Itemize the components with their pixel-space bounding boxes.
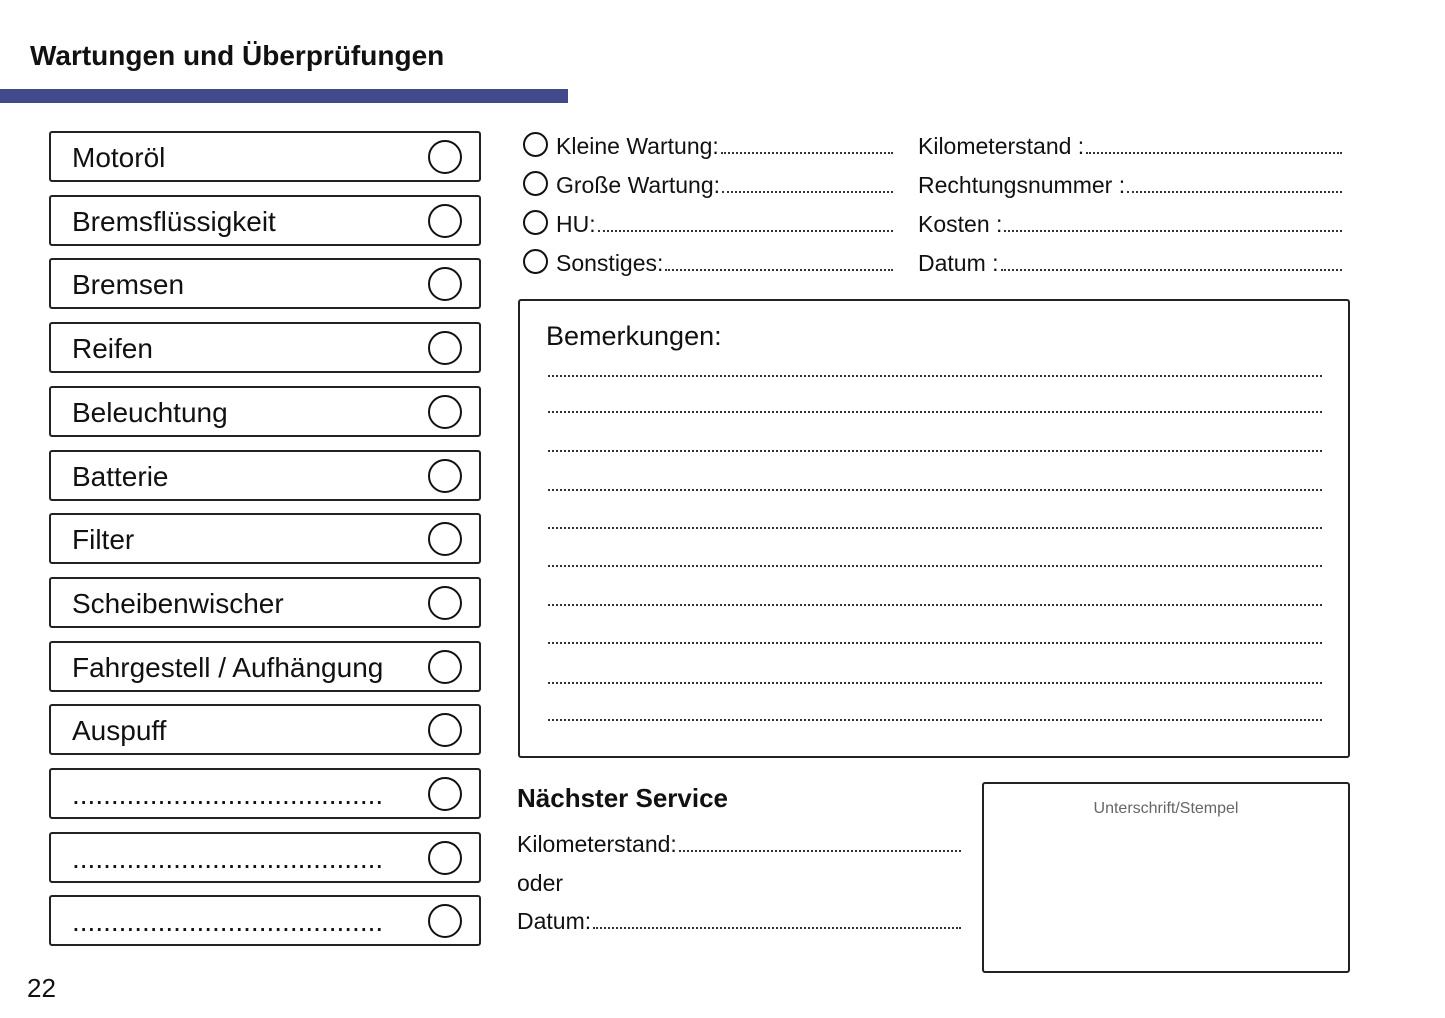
service-type-label: Große Wartung:	[556, 172, 721, 198]
dotted-line	[593, 927, 961, 929]
checklist-item[interactable]: Fahrgestell / Aufhängung	[49, 640, 481, 692]
service-field-label: Datum :	[918, 250, 999, 276]
remarks-dotted-line	[548, 489, 1322, 491]
service-field[interactable]: Datum :	[918, 247, 1342, 277]
checklist-item-label: ........................................	[72, 906, 384, 938]
checklist-item[interactable]: Beleuchtung	[49, 385, 481, 437]
checklist-item-label: Auspuff	[72, 715, 167, 747]
remarks-dotted-line	[548, 642, 1322, 644]
service-type-label: HU:	[556, 211, 596, 237]
dotted-line	[665, 269, 893, 271]
checklist-item[interactable]: Batterie	[49, 449, 481, 501]
checklist-item-label: ........................................	[72, 779, 384, 810]
radio-circle-icon[interactable]	[523, 249, 548, 274]
checkbox-circle-icon[interactable]	[428, 904, 462, 939]
remarks-dotted-line	[548, 527, 1322, 529]
checkbox-circle-icon[interactable]	[428, 331, 462, 366]
or-label: oder	[517, 870, 564, 896]
checklist-item[interactable]: Scheibenwischer	[49, 576, 481, 628]
dotted-line	[1127, 191, 1342, 193]
checkbox-circle-icon[interactable]	[428, 777, 462, 811]
dotted-line	[1000, 269, 1342, 271]
checkbox-circle-icon[interactable]	[428, 713, 462, 748]
service-type-option[interactable]: Sonstiges:	[523, 247, 893, 277]
dotted-line	[1004, 230, 1342, 232]
dotted-line	[1086, 152, 1342, 154]
dotted-line	[597, 230, 893, 232]
checklist-item-label: Reifen	[72, 333, 153, 365]
checklist-item-label: Filter	[72, 524, 135, 556]
remarks-dotted-line	[548, 375, 1322, 377]
checkbox-circle-icon[interactable]	[428, 840, 462, 875]
checkbox-circle-icon[interactable]	[428, 394, 462, 429]
checklist-item-label: Beleuchtung	[72, 396, 228, 428]
checklist-item-label: ........................................	[72, 842, 384, 874]
next-service-or-label: oder	[517, 867, 961, 897]
checklist-item-label: Fahrgestell / Aufhängung	[72, 651, 384, 683]
radio-circle-icon[interactable]	[523, 132, 548, 157]
checklist-item[interactable]: ........................................	[49, 768, 481, 819]
service-field[interactable]: Kosten :	[918, 208, 1342, 238]
next-service-km-field[interactable]: Kilometerstand:	[517, 828, 961, 858]
remarks-dotted-line	[548, 450, 1322, 452]
dotted-line	[678, 850, 961, 852]
remarks-dotted-line	[548, 604, 1322, 606]
checklist-item[interactable]: Bremsflüssigkeit	[49, 194, 481, 246]
service-type-label: Sonstiges:	[556, 250, 664, 276]
service-field[interactable]: Rechtungsnummer :	[918, 169, 1342, 199]
remarks-dotted-line	[548, 719, 1322, 721]
service-type-option[interactable]: Kleine Wartung:	[523, 130, 893, 160]
page-number: 22	[27, 973, 56, 1003]
service-type-option[interactable]: HU:	[523, 208, 893, 238]
checkbox-circle-icon[interactable]	[428, 267, 462, 302]
checklist-item[interactable]: ........................................	[49, 895, 481, 947]
remarks-title: Bemerkungen:	[546, 321, 722, 351]
remarks-dotted-line	[548, 411, 1322, 413]
checklist-item[interactable]: Motoröl	[49, 131, 481, 182]
checkbox-circle-icon[interactable]	[428, 585, 462, 620]
checklist-item-label: Batterie	[72, 460, 169, 492]
remarks-box[interactable]: Bemerkungen:	[518, 299, 1350, 758]
title-underline-bar	[0, 89, 568, 103]
checklist-item[interactable]: Bremsen	[49, 258, 481, 310]
dotted-line	[720, 152, 893, 154]
checkbox-circle-icon[interactable]	[428, 140, 462, 174]
next-service-date-label: Datum:	[517, 908, 592, 934]
remarks-dotted-line	[548, 565, 1322, 567]
checklist-item-label: Bremsflüssigkeit	[72, 205, 276, 237]
signature-stamp-box[interactable]: Unterschrift/Stempel	[982, 782, 1350, 973]
checklist-item[interactable]: Auspuff	[49, 704, 481, 756]
signature-label: Unterschrift/Stempel	[1093, 800, 1239, 817]
checkbox-circle-icon[interactable]	[428, 522, 462, 557]
radio-circle-icon[interactable]	[523, 210, 548, 235]
radio-circle-icon[interactable]	[523, 171, 548, 196]
service-field-label: Rechtungsnummer :	[918, 172, 1126, 198]
checkbox-circle-icon[interactable]	[428, 649, 462, 684]
checklist-item[interactable]: ........................................	[49, 831, 481, 883]
page-title: Wartungen und Überprüfungen	[30, 40, 445, 71]
checkbox-circle-icon[interactable]	[428, 458, 462, 493]
checklist-item-label: Motoröl	[72, 142, 166, 173]
checklist-item-label: Bremsen	[72, 269, 185, 301]
service-type-label: Kleine Wartung:	[556, 133, 719, 159]
next-service-title: Nächster Service	[517, 783, 729, 813]
dotted-line	[722, 191, 893, 193]
checklist-item[interactable]: Filter	[49, 513, 481, 565]
service-field[interactable]: Kilometerstand :	[918, 130, 1342, 160]
next-service-date-field[interactable]: Datum:	[517, 905, 961, 935]
checklist-item-label: Scheibenwischer	[72, 587, 284, 619]
service-type-option[interactable]: Große Wartung:	[523, 169, 893, 199]
remarks-dotted-line	[548, 682, 1322, 684]
service-field-label: Kilometerstand :	[918, 133, 1085, 159]
checkbox-circle-icon[interactable]	[428, 203, 462, 238]
next-service-km-label: Kilometerstand:	[517, 831, 677, 857]
checklist-item[interactable]: Reifen	[49, 322, 481, 374]
service-field-label: Kosten :	[918, 211, 1003, 237]
